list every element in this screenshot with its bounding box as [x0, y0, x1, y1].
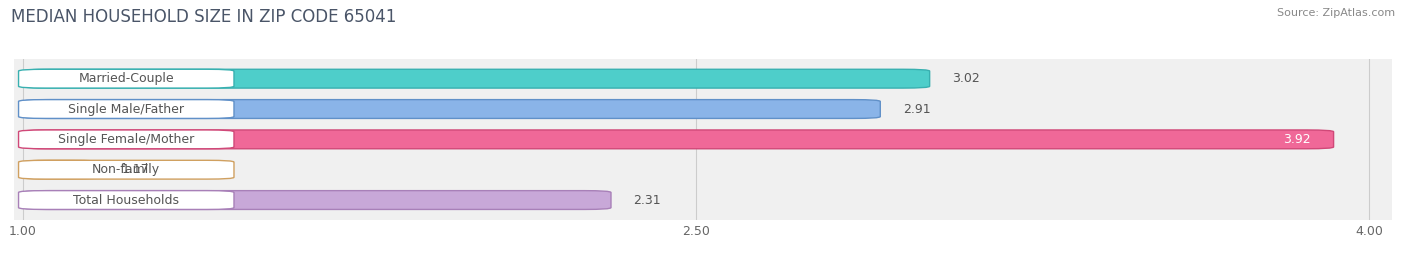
FancyBboxPatch shape [22, 69, 929, 88]
FancyBboxPatch shape [22, 130, 1334, 149]
Text: 3.92: 3.92 [1284, 133, 1312, 146]
FancyBboxPatch shape [22, 160, 100, 179]
Text: Single Female/Mother: Single Female/Mother [58, 133, 194, 146]
FancyBboxPatch shape [18, 130, 233, 149]
Text: 2.91: 2.91 [903, 103, 931, 116]
FancyBboxPatch shape [22, 100, 880, 118]
FancyBboxPatch shape [18, 191, 233, 210]
Text: 3.02: 3.02 [952, 72, 980, 85]
Text: 2.31: 2.31 [634, 193, 661, 207]
FancyBboxPatch shape [18, 160, 233, 179]
Text: Single Male/Father: Single Male/Father [69, 103, 184, 116]
Text: Non-family: Non-family [93, 163, 160, 176]
Text: Total Households: Total Households [73, 193, 180, 207]
Text: MEDIAN HOUSEHOLD SIZE IN ZIP CODE 65041: MEDIAN HOUSEHOLD SIZE IN ZIP CODE 65041 [11, 8, 396, 26]
FancyBboxPatch shape [18, 69, 233, 88]
Text: 1.17: 1.17 [122, 163, 149, 176]
FancyBboxPatch shape [18, 100, 233, 118]
Text: Married-Couple: Married-Couple [79, 72, 174, 85]
FancyBboxPatch shape [22, 191, 612, 210]
Text: Source: ZipAtlas.com: Source: ZipAtlas.com [1277, 8, 1395, 18]
